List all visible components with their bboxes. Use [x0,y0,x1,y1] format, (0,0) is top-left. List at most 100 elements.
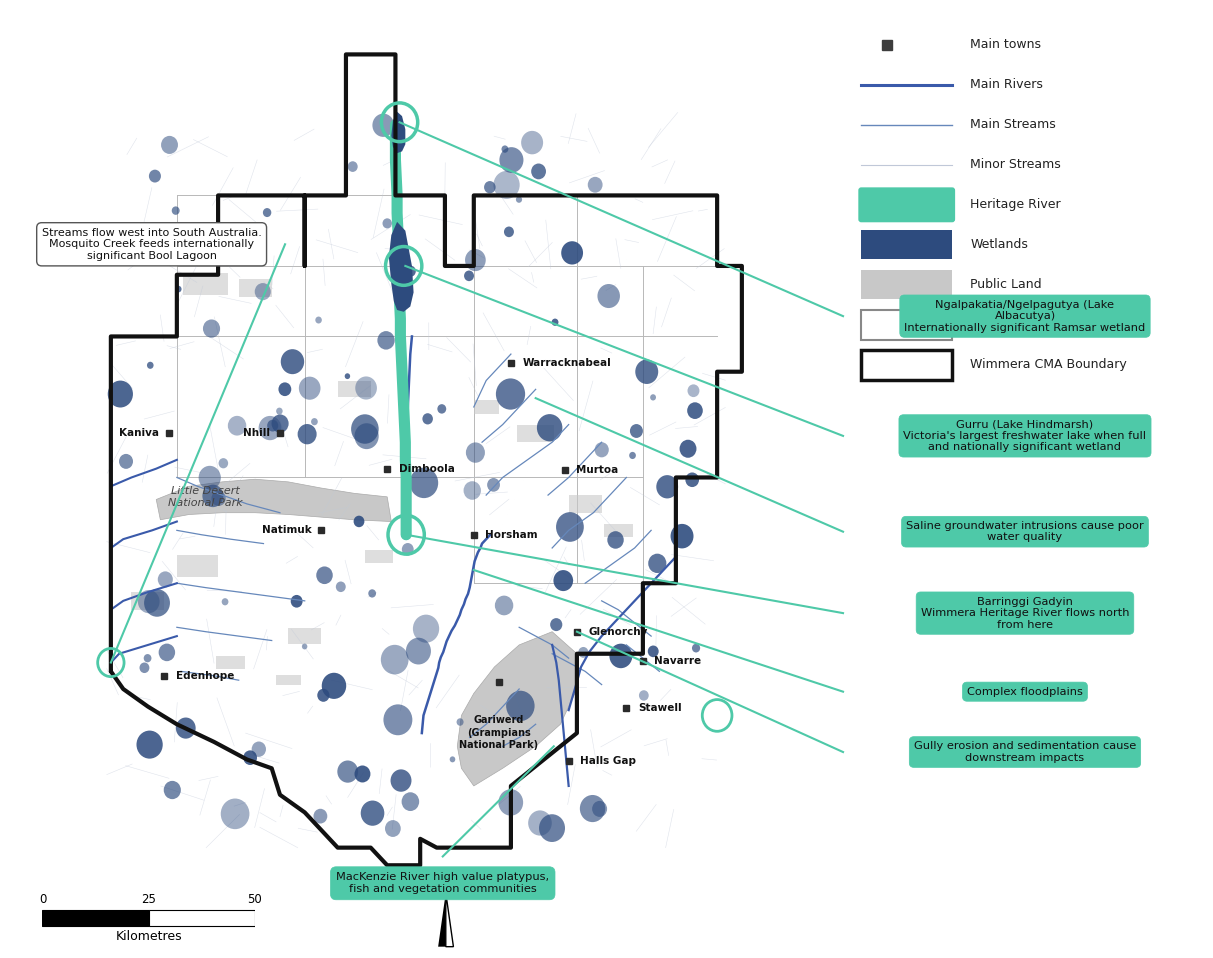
Circle shape [291,595,302,607]
Circle shape [499,789,523,815]
Circle shape [144,589,170,617]
Text: Kaniva: Kaniva [119,428,159,439]
Polygon shape [110,55,742,865]
Text: Saline groundwater intrusions cause poor
water quality: Saline groundwater intrusions cause poor… [906,521,1144,542]
Circle shape [553,570,573,591]
Circle shape [348,161,358,171]
Circle shape [494,171,519,199]
Circle shape [496,378,525,410]
Circle shape [354,423,378,449]
Text: Complex floodplains: Complex floodplains [967,687,1083,696]
Text: 25: 25 [141,893,156,906]
Polygon shape [392,112,405,153]
Circle shape [422,413,433,424]
Circle shape [466,443,485,463]
Circle shape [372,114,394,137]
Circle shape [246,237,257,248]
Text: Stawell: Stawell [638,703,682,714]
Circle shape [539,814,565,842]
Text: Heritage River: Heritage River [970,198,1061,212]
Circle shape [630,424,643,438]
Circle shape [267,420,278,431]
Bar [216,656,245,670]
Bar [569,495,602,513]
Circle shape [528,810,552,835]
Circle shape [382,218,392,228]
Circle shape [172,206,180,215]
Circle shape [158,571,172,587]
Text: LGA Boundary: LGA Boundary [970,318,1060,331]
Circle shape [383,704,412,735]
Circle shape [391,769,411,791]
Text: Minor Streams: Minor Streams [970,158,1061,171]
Circle shape [592,801,606,817]
Circle shape [203,485,223,507]
Circle shape [405,265,416,277]
Circle shape [222,598,228,605]
FancyBboxPatch shape [859,188,955,222]
Text: Gurru (Lake Hindmarsh)
Victoria's largest freshwater lake when full
and national: Gurru (Lake Hindmarsh) Victoria's larges… [904,420,1146,452]
Circle shape [199,466,221,490]
Text: Horsham: Horsham [485,530,539,539]
Text: Kilometres: Kilometres [115,930,182,944]
Circle shape [691,644,700,652]
Circle shape [258,416,281,441]
Circle shape [318,689,330,702]
Text: Dimboola: Dimboola [399,464,455,473]
Circle shape [147,362,154,369]
Text: Wetlands: Wetlands [970,239,1029,251]
Circle shape [369,589,376,598]
Circle shape [679,440,696,458]
Circle shape [579,647,588,658]
Text: Murtoa: Murtoa [576,466,619,475]
Circle shape [402,543,414,556]
Circle shape [506,691,535,721]
Text: Main Rivers: Main Rivers [970,79,1043,91]
Circle shape [277,407,283,415]
Circle shape [381,645,409,674]
Circle shape [164,781,181,799]
Bar [861,230,952,260]
Circle shape [456,718,463,726]
Circle shape [551,618,563,631]
Circle shape [412,615,439,643]
Circle shape [263,208,272,217]
Circle shape [351,414,378,444]
Circle shape [465,249,485,271]
Circle shape [588,177,603,193]
Circle shape [272,415,289,433]
Circle shape [385,820,400,837]
Bar [861,310,952,339]
Circle shape [598,284,620,308]
Circle shape [450,757,455,763]
Text: Main Streams: Main Streams [970,118,1057,131]
Circle shape [500,148,524,172]
Bar [183,272,228,295]
Circle shape [137,731,163,759]
Text: Public Land: Public Land [970,279,1042,291]
Polygon shape [457,631,577,786]
Circle shape [108,380,133,407]
Text: Ngalpakatia/Ngelpagutya (Lake
Albacutya)
Internationally significant Ramsar wetl: Ngalpakatia/Ngelpagutya (Lake Albacutya)… [905,300,1145,332]
Circle shape [176,718,195,739]
Circle shape [438,404,446,414]
Circle shape [402,792,420,811]
Text: Glenorchy: Glenorchy [588,627,648,637]
Circle shape [410,468,438,498]
Circle shape [302,644,307,650]
Circle shape [609,644,632,668]
Circle shape [279,382,291,396]
Circle shape [354,765,370,783]
Circle shape [671,524,694,548]
Circle shape [630,452,636,459]
Circle shape [337,761,358,783]
Circle shape [317,566,332,584]
Circle shape [138,590,160,613]
Bar [604,524,633,536]
Text: Gully erosion and sedimentation cause
downstream impacts: Gully erosion and sedimentation cause do… [913,741,1137,763]
Bar [517,424,554,443]
Circle shape [211,490,226,506]
Circle shape [119,454,133,468]
Bar [177,555,218,577]
Circle shape [161,136,178,154]
